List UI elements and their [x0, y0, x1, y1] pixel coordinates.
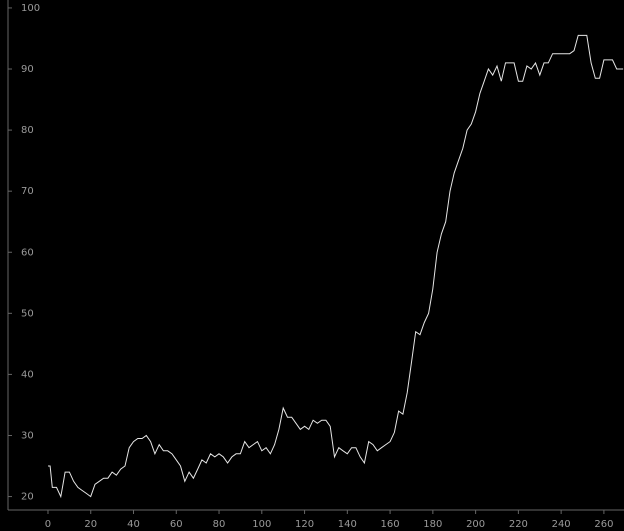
x-tick-label: 100: [252, 519, 271, 530]
x-tick-label: 200: [466, 519, 485, 530]
y-tick-label: 90: [21, 64, 34, 75]
data-line: [48, 34, 624, 499]
y-tick-label: 30: [21, 430, 34, 441]
y-tick-label: 80: [21, 125, 34, 136]
y-tick-label: 40: [21, 369, 34, 380]
x-tick-label: 60: [170, 519, 183, 530]
x-tick-label: 180: [423, 519, 442, 530]
x-tick-label: 120: [295, 519, 314, 530]
y-tick-label: 100: [21, 3, 40, 14]
x-tick-label: 80: [213, 519, 226, 530]
x-tick-label: 40: [127, 519, 140, 530]
y-tick-label: 70: [21, 186, 34, 197]
y-tick-label: 60: [21, 247, 34, 258]
x-tick-label: 220: [509, 519, 528, 530]
x-tick-label: 160: [381, 519, 400, 530]
x-tick-label: 240: [552, 519, 571, 530]
y-tick-label: 50: [21, 308, 34, 319]
x-tick-label: 20: [84, 519, 97, 530]
y-tick-label: 20: [21, 492, 34, 503]
x-tick-label: 0: [45, 519, 51, 530]
x-tick-label: 260: [594, 519, 613, 530]
x-tick-label: 140: [338, 519, 357, 530]
